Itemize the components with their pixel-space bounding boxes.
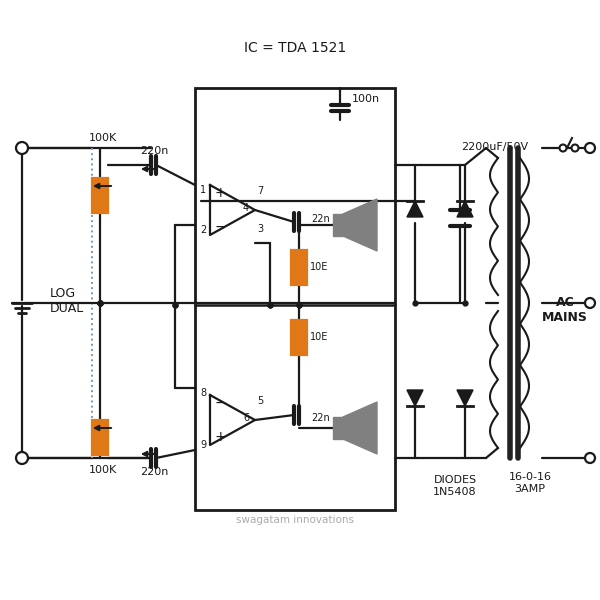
Text: 220n: 220n [140, 467, 168, 477]
Text: AC
MAINS: AC MAINS [542, 296, 588, 324]
Text: 2: 2 [200, 225, 206, 235]
Polygon shape [343, 199, 377, 251]
Text: DIODES
1N5408: DIODES 1N5408 [433, 475, 477, 497]
Text: swagatam innovations: swagatam innovations [236, 515, 354, 525]
Text: 3: 3 [257, 224, 263, 234]
Text: 220n: 220n [140, 146, 168, 156]
Polygon shape [457, 390, 473, 406]
Text: +: + [214, 430, 226, 444]
Circle shape [571, 145, 578, 151]
Text: 9: 9 [200, 440, 206, 450]
Bar [92, 178, 108, 213]
Circle shape [585, 143, 595, 153]
Polygon shape [457, 201, 473, 217]
Bar [195, 88, 395, 510]
Bar [333, 214, 343, 236]
Text: +: + [214, 186, 226, 200]
Text: −: − [214, 396, 226, 410]
Text: 8: 8 [200, 388, 206, 398]
Text: 22n: 22n [311, 214, 330, 224]
Circle shape [16, 452, 28, 464]
Polygon shape [407, 201, 423, 217]
Polygon shape [407, 390, 423, 406]
Text: 7: 7 [257, 186, 263, 196]
Text: 100K: 100K [89, 133, 117, 143]
Text: 5: 5 [257, 396, 263, 406]
Bar [333, 417, 343, 439]
Text: 100n: 100n [352, 94, 380, 104]
Text: 10E: 10E [310, 332, 328, 342]
Circle shape [560, 145, 566, 151]
Text: 16-0-16
3AMP: 16-0-16 3AMP [509, 472, 551, 494]
Circle shape [585, 453, 595, 463]
Bar [291, 250, 307, 285]
Text: 4: 4 [243, 203, 249, 213]
Text: 100K: 100K [89, 465, 117, 475]
Text: 2200uF/50V: 2200uF/50V [461, 142, 529, 152]
Circle shape [585, 298, 595, 308]
Polygon shape [343, 402, 377, 454]
Text: 6: 6 [243, 413, 249, 423]
Text: LOG
DUAL: LOG DUAL [50, 287, 84, 315]
Text: 1: 1 [200, 185, 206, 195]
Text: IC = TDA 1521: IC = TDA 1521 [244, 41, 346, 55]
Text: 22n: 22n [311, 413, 330, 423]
Bar [291, 320, 307, 355]
Bar [92, 420, 108, 455]
Text: 10E: 10E [310, 262, 328, 272]
Text: −: − [214, 220, 226, 234]
Circle shape [16, 142, 28, 154]
